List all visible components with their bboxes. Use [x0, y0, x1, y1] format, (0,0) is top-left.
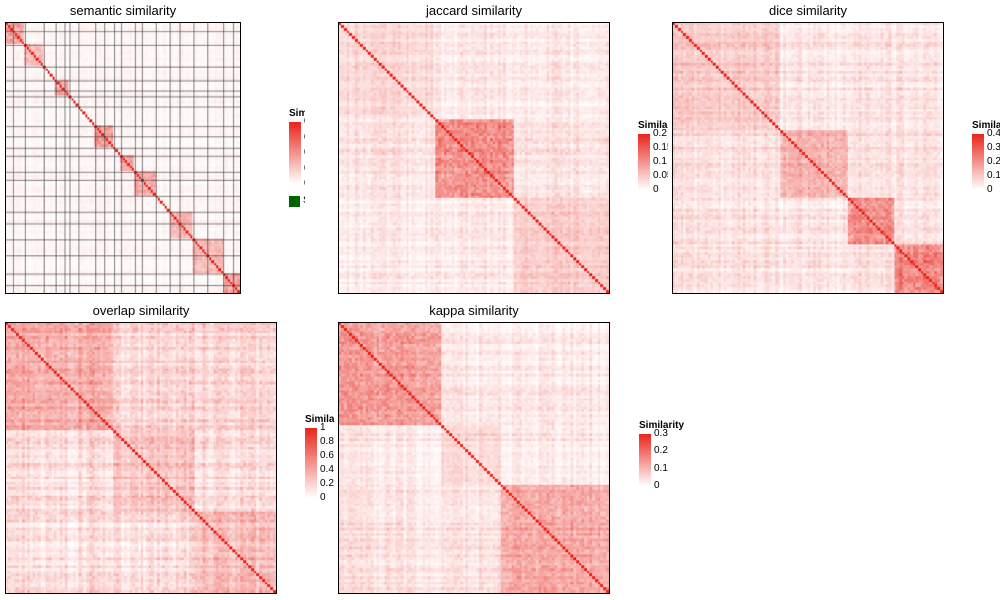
legend-tick-label: 0 [304, 178, 305, 189]
overlap-heatmap [5, 322, 277, 594]
legend-title: Similarity [638, 120, 668, 131]
chart-title: semantic similarity [69, 3, 177, 18]
legend-tick-label: 0.8 [304, 116, 305, 127]
similarity-legend: Similarity1 0.8 0.6 0.4 0.2 0 [305, 414, 335, 524]
chart-title: jaccard similarity [425, 3, 523, 18]
legend-tick-label: 0.1 [653, 156, 667, 167]
semantic-legend: Similarity 0.8 0.6 0.4 0.2 0 Small [289, 108, 305, 218]
legend-tick-label: 0 [987, 184, 993, 195]
semantic-similarity-panel: semantic similarity Similarity 0.8 0.6 0.4… [5, 0, 305, 300]
legend-tick-label: 0.6 [320, 450, 334, 461]
legend-color-bar [639, 434, 651, 486]
kappa-similarity-panel: kappa similarity Similarity 0.3 0.2 0.1 0 [338, 300, 698, 600]
legend-tick-label: 0.6 [304, 132, 305, 143]
legend-title: Similarity [289, 108, 305, 119]
legend-tick-label: 0.2 [653, 128, 667, 139]
overlap-similarity-panel: overlap similarity Similarity1 0.8 0.6 0.4 0… [5, 300, 335, 600]
legend-title: Similarity [972, 120, 1000, 131]
legend-color-bar [305, 428, 317, 498]
legend-tick-label: 0.3 [654, 428, 668, 439]
legend-tick-label: 0.8 [320, 436, 334, 447]
similarity-legend: Similarity 0.3 0.2 0.1 0 [639, 420, 699, 530]
small-swatch [289, 196, 300, 207]
chart-title: dice similarity [768, 3, 847, 18]
semantic-heatmap [5, 22, 241, 294]
legend-tick-label: 0.2 [320, 478, 334, 489]
legend-tick-label: 0.1 [654, 462, 668, 474]
legend-tick-label: 0.4 [320, 464, 334, 475]
legend-color-bar [972, 134, 984, 190]
legend-tick-label: 1 [320, 422, 326, 433]
legend-tick-label: 0.2 [987, 156, 1000, 167]
kappa-heatmap [338, 322, 610, 594]
legend-tick-label: 0.4 [987, 128, 1000, 139]
legend-tick-label: 0.2 [654, 445, 668, 457]
legend-tick-label: 0.05 [653, 170, 668, 181]
dice-heatmap [672, 22, 944, 294]
legend-color-bar [289, 122, 301, 184]
legend-tick-label: 0 [320, 492, 326, 503]
legend-title: Similarity [639, 420, 685, 431]
legend-title: Similarity [305, 414, 335, 425]
legend-color-bar [638, 134, 650, 190]
chart-title: kappa similarity [429, 303, 519, 318]
small-label: Small [303, 195, 305, 206]
chart-title: overlap similarity [92, 303, 190, 318]
legend-tick-label: 0.2 [304, 163, 305, 174]
legend-tick-label: 0.1 [987, 170, 1000, 181]
jaccard-heatmap [338, 22, 610, 294]
legend-tick-label: 0 [654, 480, 660, 491]
legend-tick-label: 0.4 [304, 147, 305, 158]
legend-tick-label: 0 [653, 184, 659, 195]
legend-tick-label: 0.3 [987, 142, 1000, 153]
legend-tick-label: 0.15 [653, 142, 668, 153]
